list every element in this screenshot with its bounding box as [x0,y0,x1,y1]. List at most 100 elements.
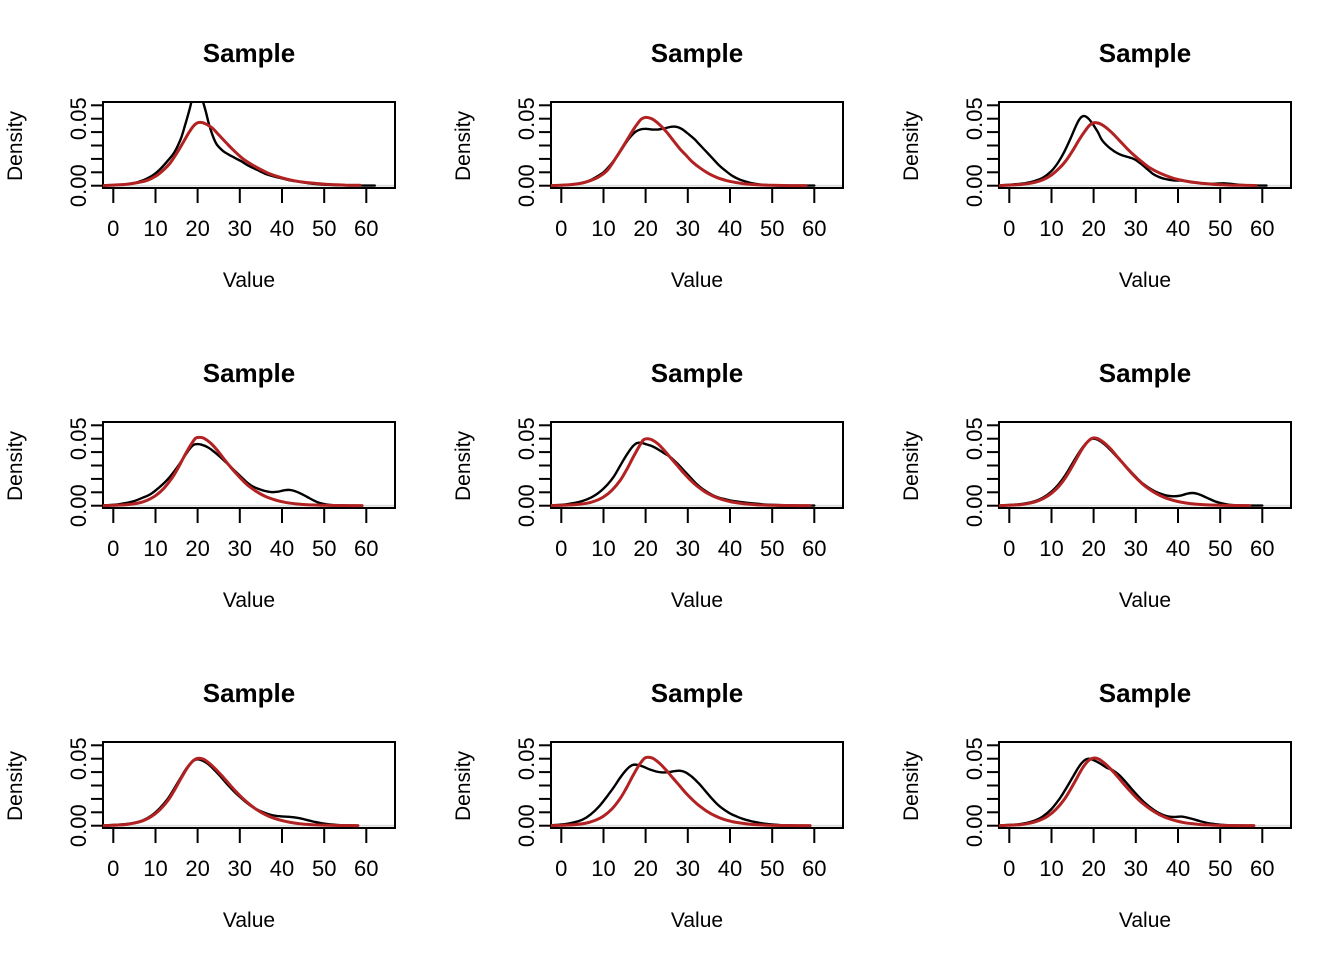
x-tick-label: 20 [633,536,657,561]
y-tick-label: 0.05 [514,97,539,140]
x-tick-label: 50 [760,216,784,241]
x-tick-label: 20 [1081,536,1105,561]
x-tick-label: 60 [802,536,826,561]
y-tick-label: 0.05 [66,417,91,460]
x-tick-label: 20 [1081,216,1105,241]
x-tick-label: 30 [228,856,252,881]
plot-box [998,101,1292,189]
plot-area: 0 10 20 30 40 50 60 0.00 0.05 [514,97,844,241]
y-tick-label: 0.05 [66,97,91,140]
y-tick-label: 0.00 [514,164,539,207]
x-tick-label: 10 [143,216,167,241]
x-tick-label: 30 [228,216,252,241]
x-tick-label: 50 [1208,536,1232,561]
x-tick-label: 60 [802,856,826,881]
x-tick-label: 40 [1166,216,1190,241]
x-axis-label: Value [222,909,276,932]
x-tick-label: 30 [676,536,700,561]
x-tick-label: 60 [354,856,378,881]
x-tick-label: 20 [633,856,657,881]
y-tick-label: 0.00 [962,164,987,207]
plot-area: 0 10 20 30 40 50 60 0.00 0.05 [66,737,396,881]
density-panel-4: Sample Density Value 0 10 20 30 40 50 60 0.00 0.… [0,320,448,640]
x-tick-label: 50 [1208,856,1232,881]
x-tick-label: 0 [555,856,567,881]
x-tick-label: 20 [185,536,209,561]
fitted-density-curve [551,755,812,828]
plot-area: 0 10 20 30 40 50 60 0.00 0.05 [962,417,1292,561]
density-panel-9: Sample Density Value 0 10 20 30 40 50 60 0.00 0.… [896,640,1344,960]
x-tick-label: 60 [1250,856,1274,881]
x-tick-label: 0 [1003,216,1015,241]
fitted-density-curve [103,756,360,828]
fitted-density-curve [103,120,362,188]
x-tick-label: 20 [185,856,209,881]
x-tick-label: 10 [1039,216,1063,241]
density-panel-2: Sample Density Value 0 10 20 30 40 50 60 0.00 0.… [448,0,896,320]
empirical-density-curve [999,757,1256,827]
panel-title: Sample [650,38,744,68]
x-tick-label: 10 [591,216,615,241]
density-panel-1: Sample Density Value 0 10 20 30 40 50 60 0.00 0.… [0,0,448,320]
panel-title: Sample [202,38,296,68]
y-tick-label: 0.00 [962,804,987,847]
x-tick-label: 0 [107,216,119,241]
panel-title: Sample [202,678,296,708]
y-tick-label: 0.05 [514,737,539,780]
x-tick-label: 20 [633,216,657,241]
density-panel-5: Sample Density Value 0 10 20 30 40 50 60 0.00 0.… [448,320,896,640]
x-tick-label: 40 [718,856,742,881]
y-tick-label: 0.00 [514,804,539,847]
x-tick-label: 0 [1003,856,1015,881]
y-tick-label: 0.05 [514,417,539,460]
y-tick-label: 0.00 [66,804,91,847]
x-tick-label: 0 [555,536,567,561]
x-tick-label: 30 [676,216,700,241]
x-axis-label: Value [1118,589,1172,612]
fitted-density-curve [103,435,364,508]
panel-title: Sample [1098,358,1192,388]
x-tick-label: 60 [354,216,378,241]
x-axis-label: Value [222,589,276,612]
panel-title: Sample [650,358,744,388]
x-tick-label: 20 [185,216,209,241]
plot-box [998,421,1292,509]
x-axis-label: Value [670,589,724,612]
x-tick-label: 60 [354,536,378,561]
x-tick-label: 0 [107,856,119,881]
x-axis-label: Value [222,269,276,292]
x-tick-label: 50 [312,536,336,561]
x-axis-label: Value [1118,909,1172,932]
x-tick-label: 40 [270,856,294,881]
x-tick-label: 30 [1124,536,1148,561]
x-tick-label: 30 [1124,856,1148,881]
density-panel-6: Sample Density Value 0 10 20 30 40 50 60 0.00 0.… [896,320,1344,640]
x-tick-label: 30 [228,536,252,561]
x-tick-label: 40 [718,536,742,561]
fitted-density-curve [551,115,808,188]
y-tick-label: 0.00 [66,164,91,207]
x-tick-label: 50 [1208,216,1232,241]
x-tick-label: 60 [802,216,826,241]
empirical-density-curve [999,114,1268,187]
x-axis-label: Value [670,269,724,292]
x-tick-label: 40 [1166,536,1190,561]
empirical-density-curve [551,763,808,827]
y-tick-label: 0.00 [514,484,539,527]
density-panel-7: Sample Density Value 0 10 20 30 40 50 60 0.00 0.… [0,640,448,960]
x-axis-label: Value [1118,269,1172,292]
x-tick-label: 40 [718,216,742,241]
panel-title: Sample [650,678,744,708]
plot-box [102,741,396,829]
fitted-density-curve [551,437,812,508]
x-tick-label: 50 [760,856,784,881]
x-tick-label: 50 [312,216,336,241]
x-tick-label: 40 [270,536,294,561]
x-tick-label: 50 [760,536,784,561]
x-axis-label: Value [670,909,724,932]
x-tick-label: 50 [312,856,336,881]
panel-title: Sample [202,358,296,388]
panel-title: Sample [1098,678,1192,708]
x-tick-label: 0 [107,536,119,561]
